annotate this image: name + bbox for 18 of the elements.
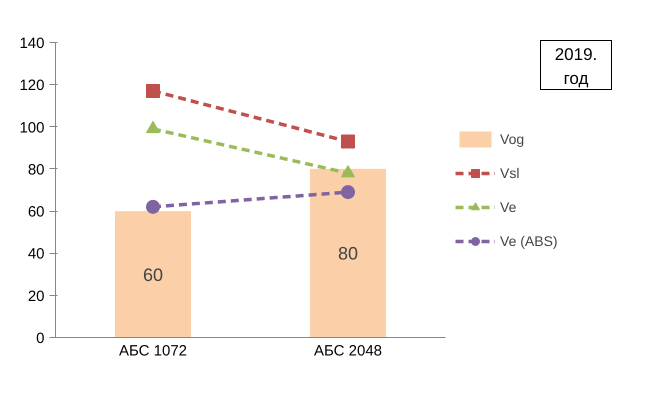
y-tick-label: 60 <box>28 204 45 221</box>
y-tick-label: 80 <box>28 161 45 178</box>
y-tick-label: 40 <box>28 246 45 263</box>
y-tick-label: 140 <box>19 35 45 52</box>
data-label: 80 <box>338 244 358 264</box>
y-tick-label: 20 <box>28 288 45 305</box>
legend-label: Vog <box>500 130 524 146</box>
legend-label: Vsl <box>500 164 520 180</box>
point <box>341 185 355 200</box>
legend-label: Ve <box>500 198 518 214</box>
y-tick-label: 0 <box>36 330 44 347</box>
y-tick-label: 100 <box>19 119 45 136</box>
x-tick-label: АБС 1072 <box>118 342 188 360</box>
text: 2019. год <box>554 44 598 90</box>
data-label: 60 <box>142 264 164 285</box>
legend-label: Ve (ABS) <box>500 232 558 248</box>
x-tick-label: АБС 2048 <box>314 342 382 360</box>
y-tick-label: 120 <box>19 77 45 94</box>
